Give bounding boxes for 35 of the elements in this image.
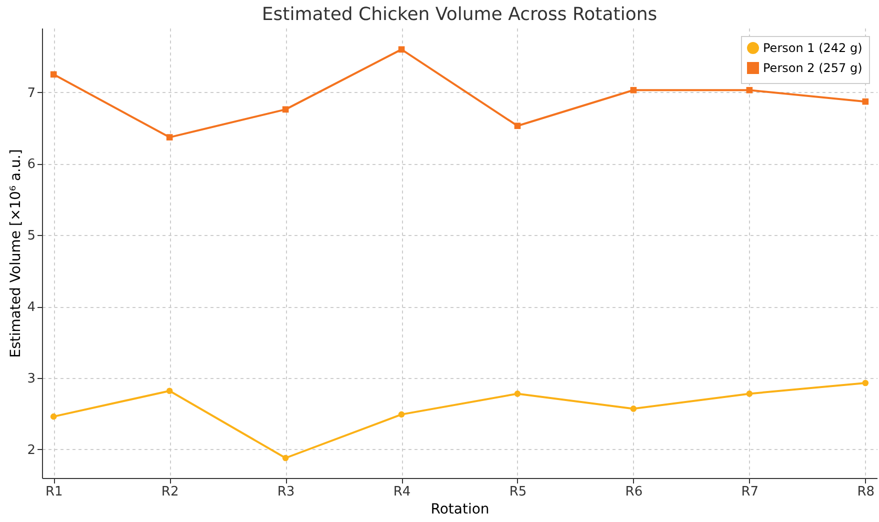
point <box>862 98 869 105</box>
y-tick-label: 6 <box>27 157 36 172</box>
point <box>746 86 753 94</box>
x-tick-label: R2 <box>161 484 179 500</box>
x-tick-label: R5 <box>509 484 527 500</box>
chart-title: Estimated Chicken Volume Across Rotations <box>262 4 658 25</box>
x-tick-label: R4 <box>393 484 411 500</box>
point <box>514 390 521 397</box>
legend-label: Person 2 (257 g) <box>763 61 862 75</box>
point <box>746 390 753 397</box>
y-tick-label: 2 <box>27 442 36 458</box>
x-tick-label: R1 <box>45 484 63 500</box>
x-tick-label: R6 <box>625 484 643 500</box>
x-tick-label: R3 <box>277 484 295 500</box>
point <box>630 86 637 94</box>
point <box>282 454 289 462</box>
point <box>630 406 637 412</box>
point <box>50 71 57 78</box>
point <box>166 388 173 394</box>
x-axis-title: Rotation <box>430 502 490 518</box>
point <box>398 46 405 53</box>
y-tick-label: 4 <box>27 300 36 316</box>
y-tick-label: 3 <box>27 372 36 386</box>
x-tick-label: R8 <box>857 484 875 500</box>
y-tick-label: 7 <box>27 86 36 101</box>
x-tick-label: R7 <box>741 484 759 500</box>
point <box>514 122 521 130</box>
legend-label: Person 1 (242 g) <box>763 41 862 55</box>
point <box>862 380 869 386</box>
y-axis-title: Estimated Volume [×10⁶ a.u.] <box>8 149 24 358</box>
point <box>282 106 289 113</box>
point <box>50 413 57 420</box>
point <box>166 134 173 140</box>
y-tick-label: 5 <box>27 228 36 244</box>
point <box>398 411 405 418</box>
